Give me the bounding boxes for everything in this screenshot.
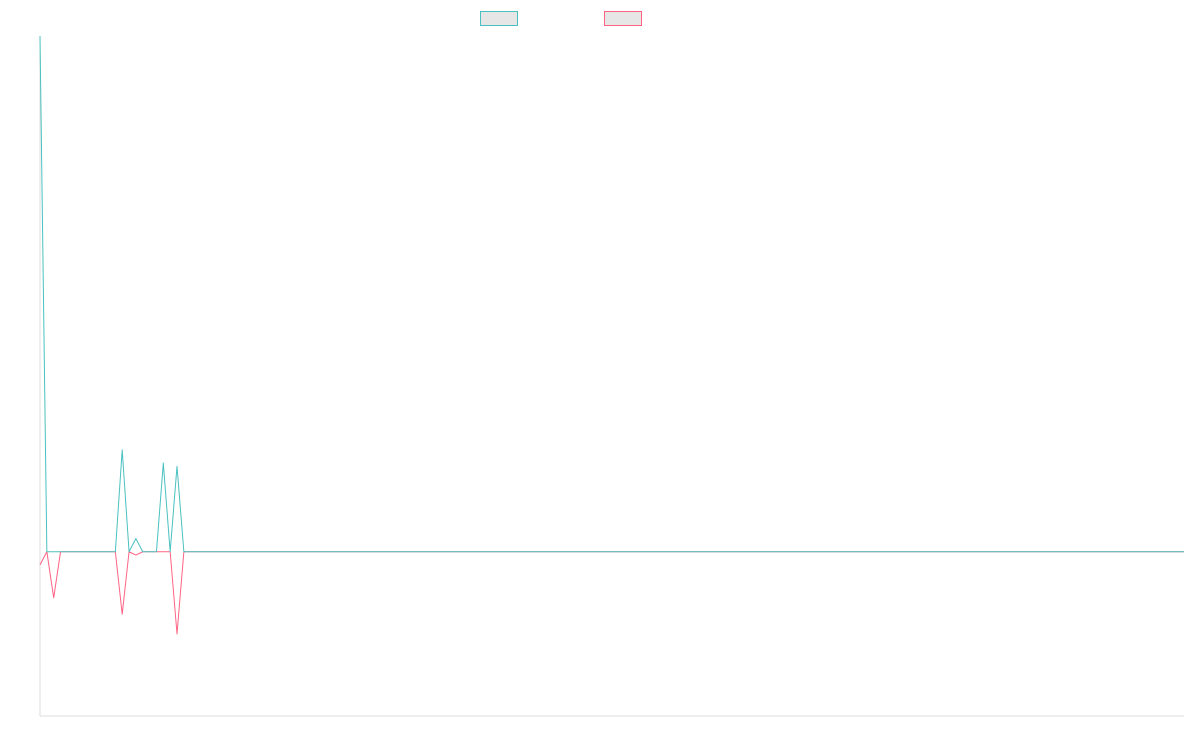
legend-swatch-series-2 [604, 10, 642, 26]
series-line-1 [39, 35, 1184, 553]
legend-item-series-2[interactable] [604, 9, 648, 27]
legend-swatch-series-1 [480, 10, 518, 26]
legend [0, 9, 1200, 27]
legend-item-series-1[interactable] [480, 9, 524, 27]
series-line-2 [39, 551, 1184, 635]
